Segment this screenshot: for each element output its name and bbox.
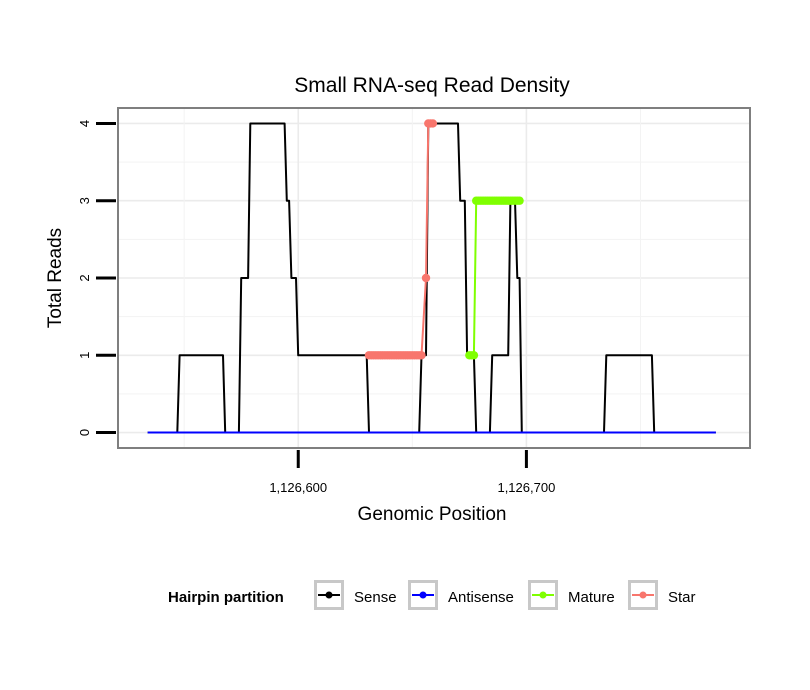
data-point-mature	[469, 351, 479, 360]
legend: Hairpin partition Sense Antisense Mature…	[0, 578, 810, 618]
legend-title: Hairpin partition	[168, 589, 284, 606]
legend-label-star: Star	[668, 589, 696, 606]
chart: Small RNA-seq Read Density 0 1 2 3 4 1,126,6…	[45, 74, 751, 525]
y-tick-label: 0	[77, 429, 92, 436]
data-point-star	[417, 351, 426, 360]
plot-border	[117, 107, 751, 449]
legend-label-mature: Mature	[568, 589, 615, 606]
legend-key-mature	[528, 580, 558, 610]
data-point-mature	[515, 196, 524, 205]
legend-key-sense	[314, 580, 344, 610]
legend-key-antisense	[408, 580, 438, 610]
x-tick-label: 1,126,600	[269, 480, 327, 495]
legend-label-antisense: Antisense	[448, 589, 514, 606]
x-axis: 1,126,600 1,126,700	[269, 450, 555, 495]
series-mature	[465, 196, 524, 360]
y-tick-label: 1	[77, 352, 92, 359]
y-tick-label: 2	[77, 274, 92, 281]
y-tick-label: 3	[77, 197, 92, 204]
data-point-star	[421, 273, 431, 283]
legend-key-star	[628, 580, 658, 610]
series-layer	[147, 119, 716, 434]
data-point-star	[428, 119, 438, 128]
x-tick-label: 1,126,700	[497, 480, 555, 495]
legend-label-sense: Sense	[354, 589, 397, 606]
x-axis-label: Genomic Position	[358, 504, 507, 525]
y-axis: 0 1 2 3 4	[77, 120, 116, 436]
series-star	[364, 119, 438, 360]
y-tick-label: 4	[77, 120, 92, 127]
y-axis-label: Total Reads	[45, 228, 66, 328]
chart-title: Small RNA-seq Read Density	[294, 74, 570, 97]
